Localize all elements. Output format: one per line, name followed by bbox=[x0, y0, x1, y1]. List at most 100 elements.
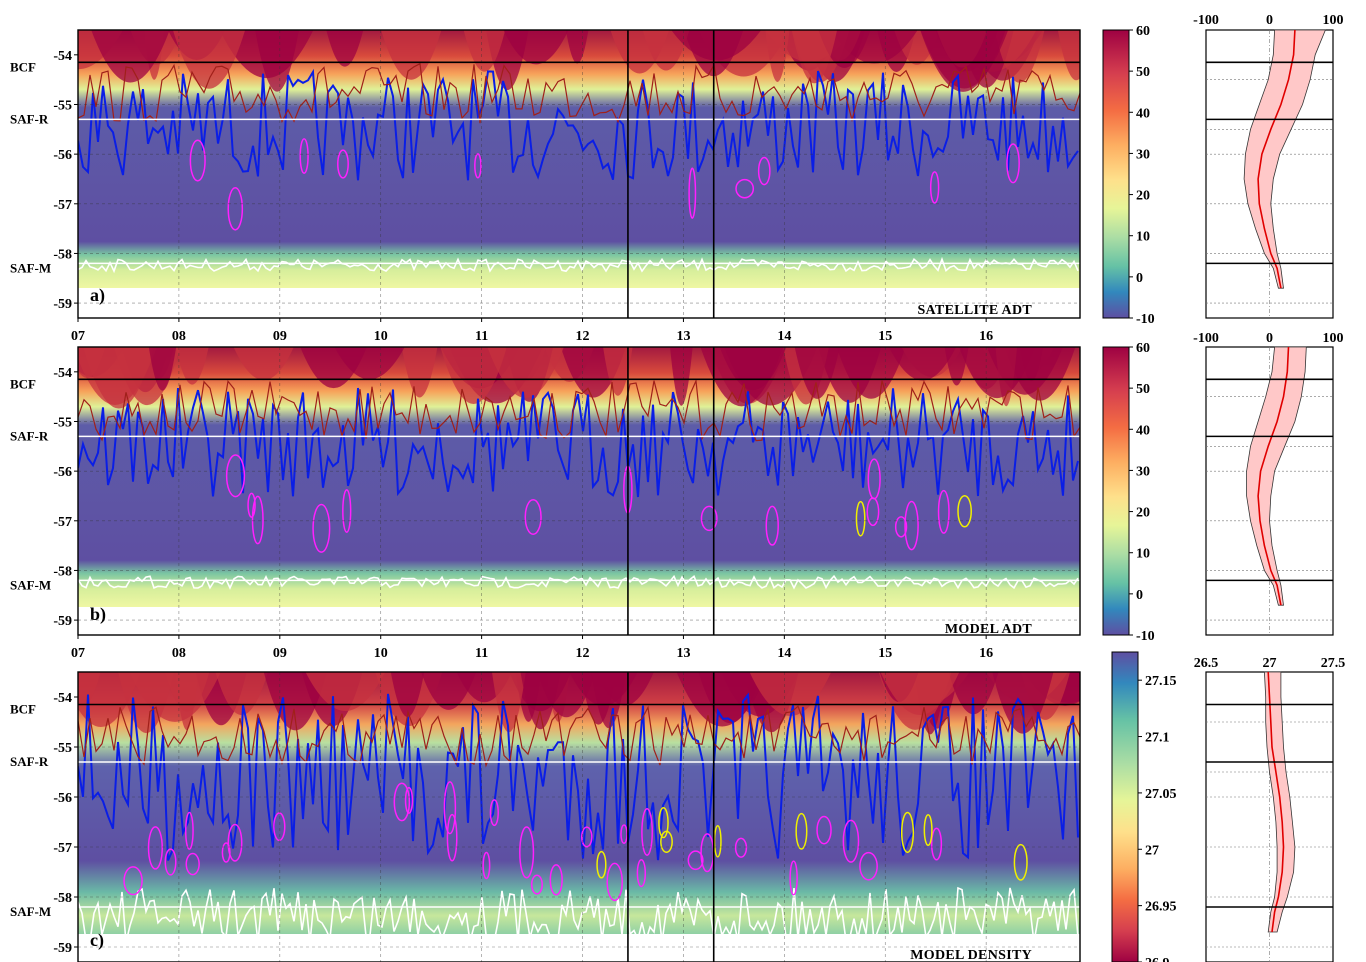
eddy-contour bbox=[474, 153, 482, 179]
eddy-contour-yellow bbox=[923, 813, 933, 847]
warm-lobe bbox=[888, 347, 957, 381]
y-tick-label: -59 bbox=[53, 941, 72, 956]
eddy-contour bbox=[606, 862, 623, 902]
colorbar-tick-label: 30 bbox=[1136, 147, 1150, 162]
eddy-contour bbox=[443, 781, 457, 835]
y-tick-label: -58 bbox=[53, 247, 72, 262]
x-tick-label: 16 bbox=[979, 329, 993, 344]
colorbar: 27.15 27.1 27.05 27 26.95 26.9 bbox=[1111, 651, 1177, 962]
grid bbox=[78, 347, 1080, 635]
panel-label: a) bbox=[90, 285, 105, 306]
y-tick-label: -55 bbox=[53, 741, 72, 756]
eddy-contour bbox=[312, 503, 331, 553]
colorbar-tick-label: 27 bbox=[1145, 843, 1159, 858]
side-profile: 26.5 27 27.5 bbox=[1194, 656, 1346, 962]
eddy-contour bbox=[342, 489, 352, 534]
colorbar: 60 50 40 30 20 10 0 -10 bbox=[1102, 341, 1155, 644]
eddy-contour bbox=[189, 139, 206, 182]
colorbar-tick-label: -10 bbox=[1136, 312, 1155, 327]
eddy-contour-yellow bbox=[596, 850, 607, 879]
warm-lobe bbox=[175, 347, 209, 385]
colorbar-tick-label: 0 bbox=[1136, 588, 1143, 603]
plot-frame bbox=[77, 671, 1081, 962]
warm-lobe bbox=[463, 30, 506, 72]
warm-lobe bbox=[326, 30, 364, 67]
x-tick-label: 08 bbox=[172, 646, 186, 661]
y-tick-label: -57 bbox=[53, 841, 72, 856]
warm-lobe bbox=[164, 672, 210, 712]
y-tick-label: -59 bbox=[53, 614, 72, 629]
warm-lobe bbox=[994, 30, 1045, 83]
eddy-contour bbox=[620, 824, 628, 844]
eddy-contour bbox=[930, 827, 943, 861]
x-tick-label: 12 bbox=[576, 646, 590, 661]
y-tick-label: -54 bbox=[53, 366, 72, 381]
warm-lobe bbox=[78, 672, 101, 705]
colorbar-tick-label: 50 bbox=[1136, 65, 1150, 80]
eddy-contour bbox=[789, 860, 798, 896]
eddy-contour-yellow bbox=[658, 806, 669, 839]
colorbar-tick-label: 27.15 bbox=[1145, 674, 1177, 689]
y-tick-label: -57 bbox=[53, 198, 72, 213]
y-tick-label: -54 bbox=[53, 49, 72, 64]
y-tick-label: -59 bbox=[53, 297, 72, 312]
eddy-contour bbox=[867, 458, 881, 500]
eddy-contour bbox=[581, 826, 593, 848]
x-tick-label: 11 bbox=[475, 646, 488, 661]
colorbar-tick-label: 60 bbox=[1136, 341, 1150, 356]
panel-title: MODEL DENSITY bbox=[910, 948, 1032, 962]
profile-x-tick-label: 27.5 bbox=[1321, 656, 1346, 671]
eddy-contour bbox=[221, 842, 231, 863]
eddy-contour bbox=[524, 499, 542, 535]
profile-x-tick-label: 27 bbox=[1263, 656, 1277, 671]
warm-lobe bbox=[487, 347, 564, 398]
x-tick-label: 12 bbox=[576, 329, 590, 344]
eddy-contour bbox=[549, 864, 563, 896]
front-label: SAF-M bbox=[10, 577, 51, 592]
warm-lobe bbox=[676, 672, 768, 727]
colorbar-tick-label: 27.1 bbox=[1145, 731, 1170, 746]
profile-x-tick-label: 100 bbox=[1323, 331, 1344, 346]
front-label: BCF bbox=[10, 59, 36, 74]
warm-lobe bbox=[642, 30, 690, 71]
colorbar: 60 50 40 30 20 10 0 -10 bbox=[1102, 24, 1155, 327]
warm-lobe bbox=[91, 30, 170, 83]
panel-a: -54 -55 -56 -57 -58 -59 BCF SAF-R SAF-M 07 08 09 10 1… bbox=[10, 13, 1344, 344]
colorbar-tick-label: 50 bbox=[1136, 382, 1150, 397]
y-tick-label: -56 bbox=[53, 791, 72, 806]
eddy-contour bbox=[251, 495, 264, 545]
y-tick-label: -58 bbox=[53, 891, 72, 906]
profile-band bbox=[1246, 346, 1307, 606]
colorbar-tick-label: 10 bbox=[1136, 230, 1150, 245]
colorbar-tick-label: 10 bbox=[1136, 547, 1150, 562]
warm-lobe bbox=[233, 347, 294, 381]
eddy-contour bbox=[123, 866, 143, 896]
colorbar-gradient bbox=[1102, 29, 1130, 319]
panel-title: MODEL ADT bbox=[945, 622, 1032, 637]
profile-mean-line bbox=[1257, 346, 1290, 606]
x-tick-label: 07 bbox=[71, 329, 85, 344]
eddy-contour bbox=[446, 813, 458, 862]
eddy-contour bbox=[816, 815, 832, 845]
eddy-contour bbox=[299, 138, 309, 175]
contour-blue bbox=[78, 692, 1079, 861]
colorbar-tick-label: 20 bbox=[1136, 506, 1150, 521]
warm-lobe bbox=[670, 347, 693, 406]
heatmap-empty-band bbox=[78, 607, 1080, 635]
eddy-contour bbox=[393, 782, 411, 822]
front-label: BCF bbox=[10, 376, 36, 391]
eddy-contour-yellow bbox=[957, 494, 972, 528]
colorbar-gradient bbox=[1111, 651, 1139, 962]
x-tick-label: 15 bbox=[878, 329, 892, 344]
x-tick-label: 15 bbox=[878, 646, 892, 661]
contour-brown bbox=[78, 378, 1080, 442]
warm-lobe bbox=[791, 30, 838, 84]
eddy-contour-yellow bbox=[855, 500, 866, 537]
warm-lobe bbox=[381, 30, 442, 80]
eddy-contour-yellow bbox=[713, 824, 722, 858]
eddy-contour-yellow bbox=[900, 811, 915, 854]
x-tick-label: 14 bbox=[777, 646, 791, 661]
colorbar-gradient bbox=[1102, 346, 1130, 636]
plot-frame bbox=[77, 346, 1081, 636]
eddy-contour bbox=[225, 454, 246, 498]
